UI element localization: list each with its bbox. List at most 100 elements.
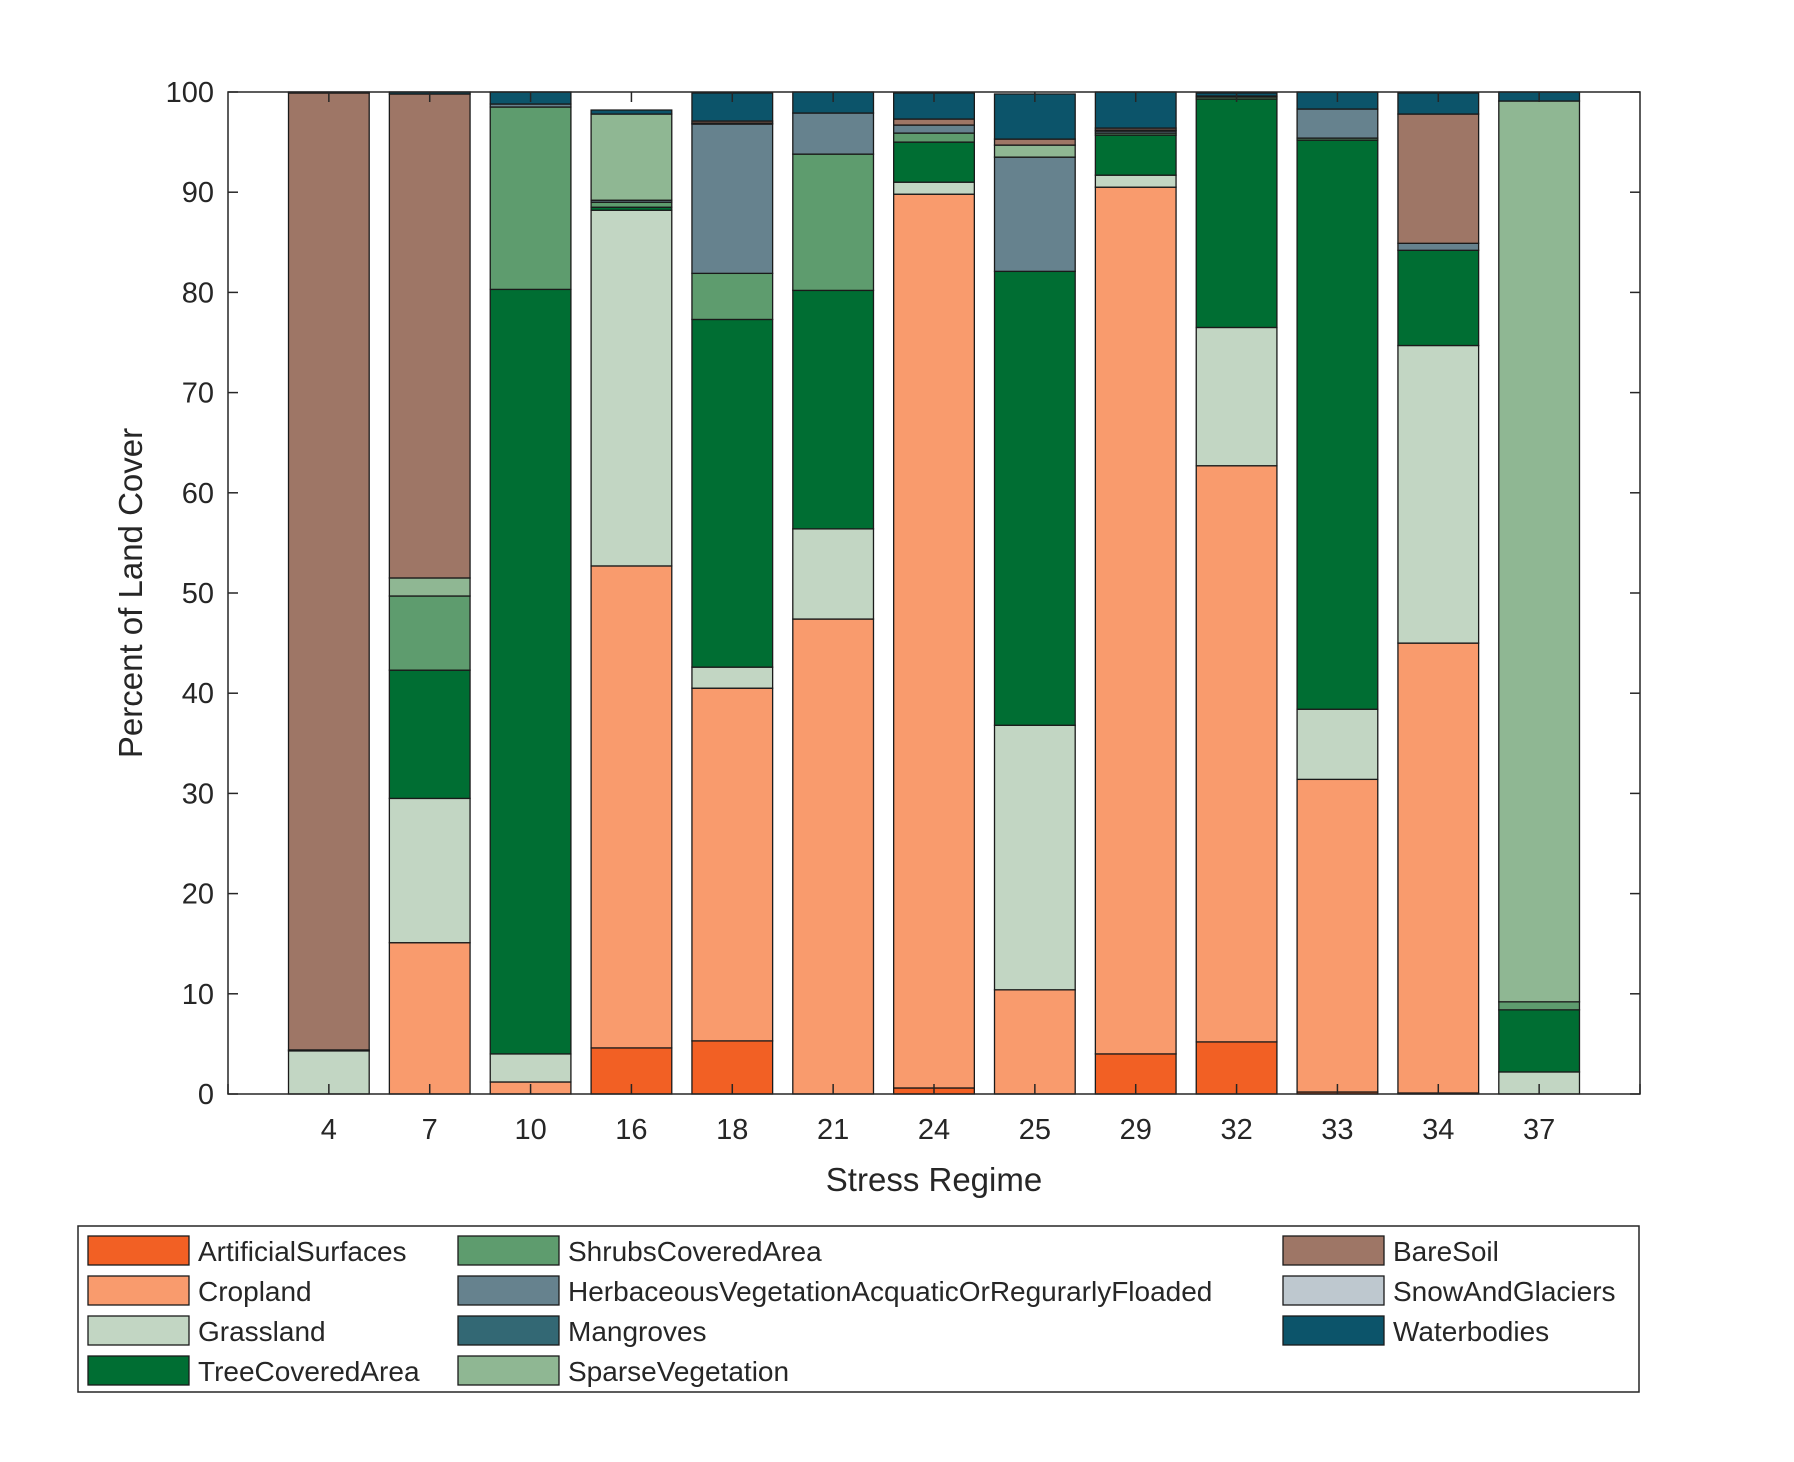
bar-segment-cropland-7 <box>388 942 471 1095</box>
x-tick-label: 24 <box>918 1114 950 1146</box>
legend-swatch-artificial-surfaces <box>87 1235 190 1266</box>
bar-segment-herbaceous-vegetation-acquatic-or-regurarly-floaded-33 <box>1296 108 1379 139</box>
legend-label-tree-covered-area: TreeCoveredArea <box>198 1356 420 1387</box>
bar-segment-herbaceous-vegetation-acquatic-or-regurarly-floaded-18 <box>691 123 774 275</box>
legend-label-grassland: Grassland <box>198 1316 326 1347</box>
bar-segment-tree-covered-area-24 <box>893 141 975 183</box>
x-tick-label: 33 <box>1321 1114 1353 1146</box>
y-tick-label: 90 <box>182 177 214 209</box>
x-tick-label: 7 <box>422 1114 438 1146</box>
bar-segment-tree-covered-area-32 <box>1195 98 1278 329</box>
bar-segment-cropland-16 <box>590 565 673 1049</box>
bar-segment-tree-covered-area-29 <box>1094 134 1177 176</box>
bar-segment-tree-covered-area-18 <box>691 318 774 668</box>
bar-segment-cropland-21 <box>792 618 875 1095</box>
legend-swatch-snow-and-glaciers <box>1282 1275 1385 1306</box>
x-tick-label: 21 <box>817 1114 849 1146</box>
legend-label-herbaceous-vegetation-acquatic-or-regurarly-floaded: HerbaceousVegetationAcquaticOrRegurarlyF… <box>568 1276 1212 1307</box>
bar-segment-grassland-10 <box>489 1053 572 1083</box>
legend-label-cropland: Cropland <box>198 1276 312 1307</box>
legend-swatch-sparse-vegetation <box>457 1355 560 1386</box>
x-tick-label: 4 <box>321 1114 337 1146</box>
bar-segment-tree-covered-area-25 <box>993 270 1076 726</box>
legend-label-artificial-surfaces: ArtificialSurfaces <box>198 1236 407 1267</box>
bar-segment-shrubs-covered-area-16 <box>590 201 673 208</box>
y-tick-label: 50 <box>182 578 214 610</box>
legend-label-waterbodies: Waterbodies <box>1393 1316 1549 1347</box>
bar-segment-bare-soil-7 <box>388 93 471 579</box>
x-axis-label: Stress Regime <box>826 1161 1042 1198</box>
bar-segment-shrubs-covered-area-18 <box>691 272 774 321</box>
legend-swatch-cropland <box>87 1275 190 1306</box>
bar-segment-grassland-18 <box>691 666 774 689</box>
bar-segment-bare-soil-4 <box>287 92 370 1051</box>
legend-swatch-tree-covered-area <box>87 1355 190 1386</box>
bar-segment-grassland-33 <box>1296 708 1379 781</box>
bar-segment-shrubs-covered-area-21 <box>792 153 875 292</box>
bars-layer <box>287 91 1581 1095</box>
bar-segment-cropland-33 <box>1296 778 1379 1093</box>
bar-segment-tree-covered-area-33 <box>1296 139 1379 710</box>
bar-segment-herbaceous-vegetation-acquatic-or-regurarly-floaded-21 <box>792 112 875 155</box>
bar-segment-sparse-vegetation-16 <box>590 113 673 201</box>
legend-swatch-mangroves <box>457 1315 560 1346</box>
bar-segment-grassland-16 <box>590 209 673 567</box>
bar-segment-grassland-32 <box>1195 326 1278 467</box>
bar-segment-cropland-25 <box>993 989 1076 1095</box>
bar-segment-grassland-25 <box>993 724 1076 991</box>
legend-label-bare-soil: BareSoil <box>1393 1236 1499 1267</box>
x-tick-label: 29 <box>1120 1114 1152 1146</box>
bar-segment-herbaceous-vegetation-acquatic-or-regurarly-floaded-25 <box>993 156 1076 273</box>
legend-label-shrubs-covered-area: ShrubsCoveredArea <box>568 1236 822 1267</box>
legend-swatch-shrubs-covered-area <box>457 1235 560 1266</box>
bar-segment-shrubs-covered-area-10 <box>489 106 572 291</box>
y-tick-label: 0 <box>198 1079 214 1111</box>
bar-segment-tree-covered-area-7 <box>388 669 471 800</box>
y-tick-label: 60 <box>182 478 214 510</box>
y-tick-label: 30 <box>182 778 214 810</box>
bar-segment-cropland-24 <box>893 193 975 1089</box>
y-tick-label: 20 <box>182 879 214 911</box>
legend-swatch-bare-soil <box>1282 1235 1385 1266</box>
bar-segment-grassland-21 <box>792 528 875 620</box>
x-tick-label: 37 <box>1523 1114 1555 1146</box>
ticks-layer: 0 10 20 30 40 50 60 70 80 90 100 4 7 10 16 18 21 24 25 29 32… <box>166 77 1641 1146</box>
bar-segment-cropland-18 <box>691 687 774 1042</box>
bar-segment-shrubs-covered-area-37 <box>1498 1001 1581 1011</box>
bar-segment-grassland-29 <box>1094 174 1177 188</box>
legend-swatch-herbaceous-vegetation-acquatic-or-regurarly-floaded <box>457 1275 560 1306</box>
bar-segment-tree-covered-area-34 <box>1397 249 1480 347</box>
y-axis-label: Percent of Land Cover <box>112 428 149 758</box>
legend: ArtificialSurfaces Cropland Grassland TreeC… <box>77 1225 1640 1393</box>
bar-segment-bare-soil-25 <box>993 138 1076 146</box>
legend-frame <box>77 1225 1640 1393</box>
y-tick-label: 10 <box>182 979 214 1011</box>
bar-segment-herbaceous-vegetation-acquatic-or-regurarly-floaded-24 <box>893 124 975 134</box>
x-tick-label: 16 <box>615 1114 647 1146</box>
bar-segment-sparse-vegetation-25 <box>993 144 1076 158</box>
x-tick-label: 34 <box>1422 1114 1454 1146</box>
x-tick-label: 25 <box>1019 1114 1051 1146</box>
legend-label-sparse-vegetation: SparseVegetation <box>568 1356 789 1387</box>
bar-segment-tree-covered-area-10 <box>489 288 572 1055</box>
bar-segment-shrubs-covered-area-7 <box>388 595 471 671</box>
x-tick-label: 32 <box>1220 1114 1252 1146</box>
bar-segment-waterbodies-16 <box>590 109 673 115</box>
y-tick-label: 80 <box>182 277 214 309</box>
bar-segment-sparse-vegetation-37 <box>1498 100 1581 1003</box>
x-tick-label: 18 <box>716 1114 748 1146</box>
bar-segment-bare-soil-24 <box>893 118 975 126</box>
bar-segment-shrubs-covered-area-24 <box>893 132 975 143</box>
legend-swatch-waterbodies <box>1282 1315 1385 1346</box>
bar-segment-cropland-29 <box>1094 186 1177 1055</box>
legend-swatch-grassland <box>87 1315 190 1346</box>
bar-segment-tree-covered-area-21 <box>792 289 875 530</box>
bar-segment-sparse-vegetation-7 <box>388 577 471 597</box>
bar-segment-cropland-32 <box>1195 465 1278 1043</box>
bar-segment-cropland-34 <box>1397 642 1480 1094</box>
bar-segment-grassland-34 <box>1397 344 1480 644</box>
legend-label-mangroves: Mangroves <box>568 1316 707 1347</box>
y-tick-label: 70 <box>182 378 214 410</box>
bar-segment-herbaceous-vegetation-acquatic-or-regurarly-floaded-34 <box>1397 242 1480 251</box>
